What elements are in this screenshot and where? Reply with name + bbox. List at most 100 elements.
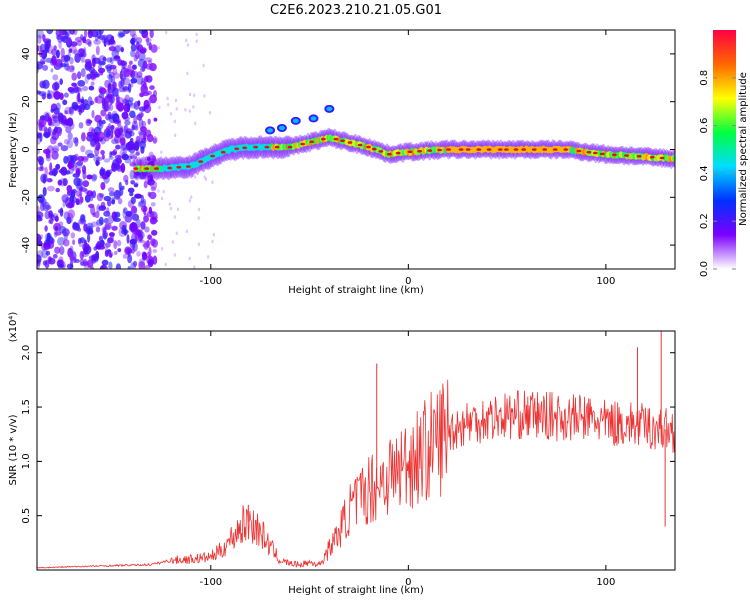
noise-speck	[130, 49, 136, 58]
colorbar-tick-label: 0.2	[699, 213, 710, 229]
noise-speck	[66, 139, 74, 149]
snr-series-line	[37, 379, 675, 569]
ridge-peak	[659, 156, 665, 160]
ridge-peak	[437, 148, 442, 152]
noise-speck	[101, 154, 105, 160]
noise-speck	[44, 232, 53, 243]
noise-speck	[195, 32, 198, 37]
noise-speck	[52, 115, 59, 124]
noise-speck	[101, 226, 107, 234]
noise-speck	[140, 66, 145, 72]
noise-speck	[129, 30, 136, 38]
ridge-peak	[133, 167, 139, 170]
noise-speck	[37, 132, 42, 139]
noise-speck	[203, 94, 206, 98]
noise-speck	[86, 222, 94, 231]
noise-speck	[81, 251, 89, 258]
noise-speck	[110, 125, 115, 130]
noise-speck	[54, 81, 58, 91]
noise-speck	[108, 74, 113, 85]
noise-speck	[40, 60, 46, 65]
ridge-peak	[242, 146, 248, 150]
noise-speck	[204, 149, 207, 153]
noise-speck	[75, 36, 83, 43]
noise-speck	[55, 49, 60, 59]
noise-speck	[68, 160, 72, 170]
snr-y-tick-label: 1.0	[21, 453, 32, 469]
noise-speck	[62, 99, 68, 106]
noise-speck	[186, 71, 189, 76]
noise-speck	[131, 205, 138, 214]
noise-speck	[153, 90, 157, 97]
signal-blob-core	[278, 125, 285, 131]
noise-speck	[69, 30, 76, 35]
noise-speck	[108, 253, 113, 258]
noise-speck	[91, 110, 95, 119]
noise-speck	[42, 34, 46, 42]
noise-speck	[147, 191, 151, 197]
ridge-peak	[563, 148, 569, 151]
spectrogram-panel: -100 0 100 -40 -20 0 20 40 Height of straight l…	[8, 29, 676, 296]
noise-speck	[141, 251, 147, 257]
noise-speck	[57, 209, 64, 214]
noise-speck	[147, 260, 154, 265]
noise-speck	[134, 193, 142, 199]
noise-speck	[122, 97, 128, 104]
noise-speck	[84, 39, 92, 45]
noise-speck	[42, 186, 47, 197]
noise-speck	[132, 120, 138, 130]
noise-speck	[48, 171, 56, 176]
noise-speck	[102, 232, 107, 240]
noise-speck	[160, 150, 163, 155]
noise-speck	[152, 137, 157, 144]
noise-speck	[122, 77, 131, 86]
noise-speck	[91, 173, 98, 180]
noise-speck	[47, 116, 52, 126]
noise-speck	[39, 167, 44, 172]
noise-speck	[66, 185, 73, 193]
noise-speck	[147, 118, 151, 125]
noise-speck	[100, 182, 106, 190]
noise-speck	[80, 145, 86, 153]
noise-speck	[130, 43, 137, 52]
noise-speck	[41, 248, 49, 259]
noise-speck	[78, 227, 82, 232]
noise-speck	[151, 239, 158, 248]
noise-speck	[61, 30, 68, 36]
noise-speck	[130, 196, 136, 205]
noise-speck	[147, 156, 151, 162]
noise-speck	[90, 205, 96, 216]
noise-speck	[114, 128, 122, 139]
noise-speck	[158, 105, 161, 110]
noise-speck	[174, 98, 178, 103]
noise-speck	[58, 40, 62, 49]
spectrogram-y-tick-label: 0	[21, 146, 32, 152]
noise-speck	[44, 204, 52, 210]
noise-speck	[54, 81, 60, 90]
noise-speck	[103, 102, 109, 112]
noise-speck	[71, 82, 77, 87]
noise-speck	[176, 207, 180, 212]
noise-speck	[72, 221, 78, 230]
noise-speck	[147, 175, 153, 183]
noise-speck	[186, 43, 190, 47]
noise-speck	[87, 233, 91, 243]
noise-speck	[83, 246, 89, 255]
noise-speck	[48, 257, 56, 265]
noise-speck	[129, 110, 136, 119]
noise-speck	[95, 45, 100, 56]
noise-speck	[112, 110, 118, 118]
noise-speck	[169, 173, 173, 178]
noise-speck	[122, 86, 130, 91]
noise-speck	[88, 203, 95, 209]
noise-speck	[123, 68, 130, 78]
noise-speck	[137, 229, 143, 236]
noise-speck	[108, 115, 113, 120]
ridge-peak	[513, 148, 519, 151]
noise-speck	[41, 242, 48, 251]
noise-speck	[117, 198, 123, 205]
noise-speck	[129, 192, 134, 197]
noise-speck	[62, 178, 68, 187]
noise-speck	[111, 197, 116, 203]
